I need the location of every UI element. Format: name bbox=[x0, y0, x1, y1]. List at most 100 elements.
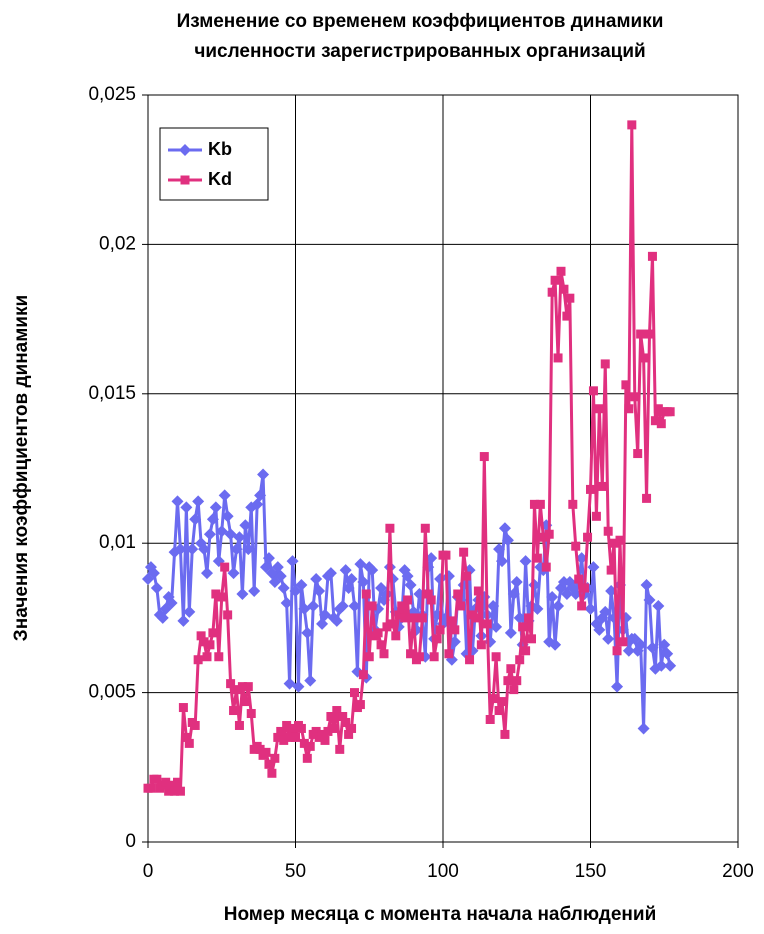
marker bbox=[571, 541, 581, 551]
marker bbox=[575, 552, 588, 565]
marker bbox=[531, 602, 544, 615]
marker bbox=[240, 697, 250, 707]
marker bbox=[347, 723, 357, 733]
y-tick-label: 0 bbox=[125, 831, 136, 852]
marker bbox=[180, 501, 193, 514]
marker bbox=[177, 614, 190, 627]
marker bbox=[665, 407, 675, 417]
marker bbox=[301, 626, 314, 639]
marker bbox=[524, 613, 534, 623]
marker bbox=[201, 567, 213, 580]
marker bbox=[553, 353, 563, 363]
marker bbox=[246, 709, 256, 719]
marker bbox=[203, 528, 216, 541]
x-tick-label: 100 bbox=[427, 861, 459, 882]
marker bbox=[233, 531, 246, 544]
marker bbox=[214, 652, 224, 662]
marker bbox=[627, 120, 637, 130]
marker bbox=[382, 622, 392, 632]
marker bbox=[401, 570, 414, 583]
marker bbox=[255, 744, 265, 754]
marker bbox=[642, 493, 652, 503]
marker bbox=[491, 652, 501, 662]
marker bbox=[646, 641, 659, 654]
marker bbox=[588, 386, 598, 396]
marker bbox=[336, 599, 349, 612]
marker bbox=[307, 599, 320, 612]
marker bbox=[335, 744, 345, 754]
marker bbox=[645, 329, 654, 339]
marker bbox=[586, 484, 595, 494]
y-tick-label: 0,01 bbox=[99, 532, 136, 553]
marker bbox=[251, 498, 264, 511]
marker bbox=[404, 579, 417, 592]
marker bbox=[357, 576, 370, 589]
marker bbox=[167, 780, 177, 790]
marker bbox=[441, 550, 451, 560]
marker bbox=[277, 582, 290, 595]
marker bbox=[175, 786, 185, 796]
marker bbox=[146, 783, 156, 793]
marker bbox=[316, 617, 329, 630]
marker bbox=[358, 670, 368, 680]
marker bbox=[515, 655, 525, 665]
marker bbox=[532, 553, 542, 563]
marker bbox=[209, 501, 222, 514]
marker bbox=[615, 535, 625, 545]
y-axis-label: Значения коэффициентов динамики bbox=[11, 295, 32, 641]
marker bbox=[211, 589, 221, 599]
marker bbox=[562, 311, 572, 321]
marker bbox=[527, 634, 536, 644]
marker bbox=[500, 729, 510, 739]
marker bbox=[453, 589, 463, 599]
y-tick-label: 0,015 bbox=[88, 383, 136, 404]
marker bbox=[618, 637, 628, 647]
marker bbox=[286, 555, 299, 568]
marker bbox=[521, 646, 531, 656]
marker bbox=[341, 717, 351, 727]
marker bbox=[292, 680, 305, 693]
marker bbox=[459, 547, 469, 557]
marker bbox=[519, 555, 532, 568]
marker bbox=[205, 640, 215, 650]
marker bbox=[276, 726, 286, 736]
marker bbox=[161, 777, 171, 787]
marker bbox=[388, 619, 398, 629]
marker bbox=[479, 452, 489, 462]
marker bbox=[406, 649, 416, 659]
marker bbox=[541, 562, 551, 572]
marker bbox=[636, 329, 646, 339]
marker bbox=[432, 634, 442, 644]
marker bbox=[487, 599, 500, 612]
marker bbox=[237, 682, 247, 692]
marker bbox=[600, 359, 610, 369]
marker bbox=[326, 712, 336, 722]
marker bbox=[282, 720, 292, 730]
marker bbox=[639, 353, 649, 363]
marker bbox=[612, 646, 622, 656]
marker bbox=[591, 511, 601, 521]
marker bbox=[367, 601, 377, 611]
marker bbox=[165, 596, 178, 609]
marker bbox=[208, 628, 218, 638]
marker bbox=[462, 571, 472, 581]
marker bbox=[304, 674, 317, 687]
marker bbox=[643, 593, 656, 606]
marker bbox=[622, 644, 635, 657]
marker bbox=[183, 605, 196, 618]
marker bbox=[273, 732, 283, 742]
marker bbox=[580, 583, 590, 593]
marker bbox=[504, 626, 517, 639]
marker bbox=[518, 622, 528, 632]
marker bbox=[577, 601, 587, 611]
marker bbox=[653, 404, 663, 414]
marker bbox=[394, 610, 404, 620]
marker bbox=[456, 601, 466, 611]
marker bbox=[242, 543, 255, 556]
marker bbox=[597, 481, 607, 491]
marker bbox=[323, 726, 333, 736]
marker bbox=[594, 404, 604, 414]
marker bbox=[429, 652, 439, 662]
marker bbox=[338, 712, 348, 722]
